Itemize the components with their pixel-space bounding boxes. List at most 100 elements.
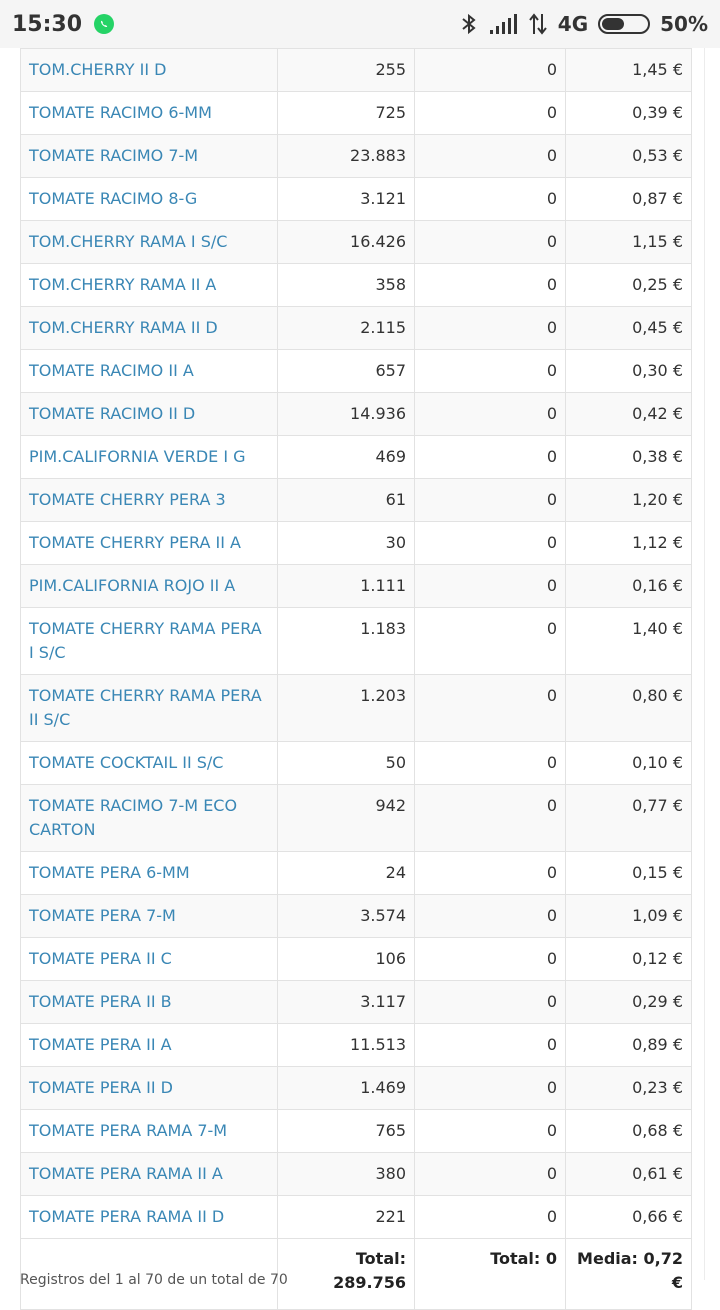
product-name-cell: TOMATE CHERRY RAMA PERA II S/C [20, 674, 278, 742]
price-cell: 0,77 € [565, 784, 692, 852]
table-body: TOM.CHERRY II D 255 0 1,45 € TOMATE RACIMO 6… [20, 48, 692, 1310]
product-name-cell: TOM.CHERRY RAMA II A [20, 263, 278, 307]
table-row: TOMATE PERA 6-MM 24 0 0,15 € [20, 851, 692, 895]
table-row: TOM.CHERRY RAMA II D 2.115 0 0,45 € [20, 306, 692, 350]
quantity-cell: 11.513 [277, 1023, 415, 1067]
other-cell: 0 [414, 1195, 566, 1239]
quantity-cell: 30 [277, 521, 415, 565]
product-name-cell: TOMATE PERA II D [20, 1066, 278, 1110]
table-row: PIM.CALIFORNIA VERDE I G 469 0 0,38 € [20, 435, 692, 479]
product-name-cell: TOMATE PERA 6-MM [20, 851, 278, 895]
table-row: TOMATE PERA II B 3.117 0 0,29 € [20, 980, 692, 1024]
price-cell: 0,53 € [565, 134, 692, 178]
table-row: TOMATE PERA RAMA 7-M 765 0 0,68 € [20, 1109, 692, 1153]
price-cell: 0,80 € [565, 674, 692, 742]
product-name-cell: TOMATE PERA II C [20, 937, 278, 981]
quantity-cell: 14.936 [277, 392, 415, 436]
network-type: 4G [557, 12, 589, 36]
quantity-cell: 1.203 [277, 674, 415, 742]
quantity-cell: 358 [277, 263, 415, 307]
other-cell: 0 [414, 392, 566, 436]
results-table: TOM.CHERRY II D 255 0 1,45 € TOMATE RACIMO 6… [20, 48, 692, 1310]
table-row: TOMATE PERA II A 11.513 0 0,89 € [20, 1023, 692, 1067]
quantity-cell: 3.574 [277, 894, 415, 938]
results-table-container[interactable]: TOM.CHERRY II D 255 0 1,45 € TOMATE RACIMO 6… [20, 48, 692, 1310]
table-row: TOM.CHERRY II D 255 0 1,45 € [20, 48, 692, 92]
price-cell: 0,12 € [565, 937, 692, 981]
bluetooth-icon [462, 13, 476, 35]
quantity-cell: 106 [277, 937, 415, 981]
product-name-cell: TOMATE RACIMO 7-M [20, 134, 278, 178]
quantity-cell: 50 [277, 741, 415, 785]
price-cell: 0,39 € [565, 91, 692, 135]
price-cell: 1,09 € [565, 894, 692, 938]
table-row: TOMATE RACIMO 7-M 23.883 0 0,53 € [20, 134, 692, 178]
table-row: TOMATE PERA II C 106 0 0,12 € [20, 937, 692, 981]
product-name-cell: TOMATE RACIMO 8-G [20, 177, 278, 221]
other-cell: 0 [414, 564, 566, 608]
price-cell: 0,45 € [565, 306, 692, 350]
data-transfer-icon [529, 13, 547, 35]
product-name-cell: TOMATE RACIMO 6-MM [20, 91, 278, 135]
product-name-cell: TOM.CHERRY II D [20, 48, 278, 92]
quantity-cell: 469 [277, 435, 415, 479]
product-name-cell: TOMATE RACIMO II A [20, 349, 278, 393]
product-name-cell: TOMATE PERA 7-M [20, 894, 278, 938]
other-cell: 0 [414, 784, 566, 852]
other-cell: 0 [414, 435, 566, 479]
price-cell: 1,20 € [565, 478, 692, 522]
other-cell: 0 [414, 263, 566, 307]
other-cell: 0 [414, 607, 566, 675]
other-cell: 0 [414, 674, 566, 742]
other-cell: 0 [414, 478, 566, 522]
product-name-cell: TOMATE COCKTAIL II S/C [20, 741, 278, 785]
price-cell: 1,12 € [565, 521, 692, 565]
table-row: TOMATE CHERRY PERA II A 30 0 1,12 € [20, 521, 692, 565]
other-cell: 0 [414, 48, 566, 92]
table-row: TOM.CHERRY RAMA II A 358 0 0,25 € [20, 263, 692, 307]
other-cell: 0 [414, 134, 566, 178]
quantity-cell: 725 [277, 91, 415, 135]
price-cell: 0,29 € [565, 980, 692, 1024]
quantity-cell: 942 [277, 784, 415, 852]
price-cell: 0,30 € [565, 349, 692, 393]
product-name-cell: TOMATE RACIMO 7-M ECO CARTON [20, 784, 278, 852]
product-name-cell: TOMATE PERA II A [20, 1023, 278, 1067]
quantity-cell: 16.426 [277, 220, 415, 264]
product-name-cell: TOM.CHERRY RAMA I S/C [20, 220, 278, 264]
price-cell: 0,10 € [565, 741, 692, 785]
battery-icon [598, 14, 651, 34]
other-cell: 0 [414, 741, 566, 785]
price-cell: 0,68 € [565, 1109, 692, 1153]
other-cell: 0 [414, 1152, 566, 1196]
table-row: TOMATE RACIMO 6-MM 725 0 0,39 € [20, 91, 692, 135]
average-price-cell: Media: 0,72 € [565, 1238, 692, 1310]
price-cell: 0,23 € [565, 1066, 692, 1110]
price-cell: 0,61 € [565, 1152, 692, 1196]
table-row: TOMATE RACIMO 8-G 3.121 0 0,87 € [20, 177, 692, 221]
other-cell: 0 [414, 937, 566, 981]
price-cell: 0,16 € [565, 564, 692, 608]
records-info: Registros del 1 al 70 de un total de 70 [20, 1272, 288, 1288]
product-name-cell: PIM.CALIFORNIA ROJO II A [20, 564, 278, 608]
table-row: TOMATE RACIMO II A 657 0 0,30 € [20, 349, 692, 393]
table-row: TOMATE RACIMO II D 14.936 0 0,42 € [20, 392, 692, 436]
table-row: TOMATE CHERRY RAMA PERA I S/C 1.183 0 1,40 … [20, 607, 692, 675]
other-cell: 0 [414, 1109, 566, 1153]
price-cell: 0,42 € [565, 392, 692, 436]
battery-fill [602, 18, 625, 30]
product-name-cell: TOMATE PERA RAMA 7-M [20, 1109, 278, 1153]
quantity-cell: 1.111 [277, 564, 415, 608]
other-cell: 0 [414, 980, 566, 1024]
price-cell: 1,15 € [565, 220, 692, 264]
quantity-cell: 255 [277, 48, 415, 92]
total-other-cell: Total: 0 [414, 1238, 566, 1310]
price-cell: 0,15 € [565, 851, 692, 895]
price-cell: 0,89 € [565, 1023, 692, 1067]
other-cell: 0 [414, 894, 566, 938]
other-cell: 0 [414, 91, 566, 135]
other-cell: 0 [414, 1066, 566, 1110]
table-row: TOMATE PERA RAMA II A 380 0 0,61 € [20, 1152, 692, 1196]
table-row: TOMATE PERA 7-M 3.574 0 1,09 € [20, 894, 692, 938]
quantity-cell: 2.115 [277, 306, 415, 350]
